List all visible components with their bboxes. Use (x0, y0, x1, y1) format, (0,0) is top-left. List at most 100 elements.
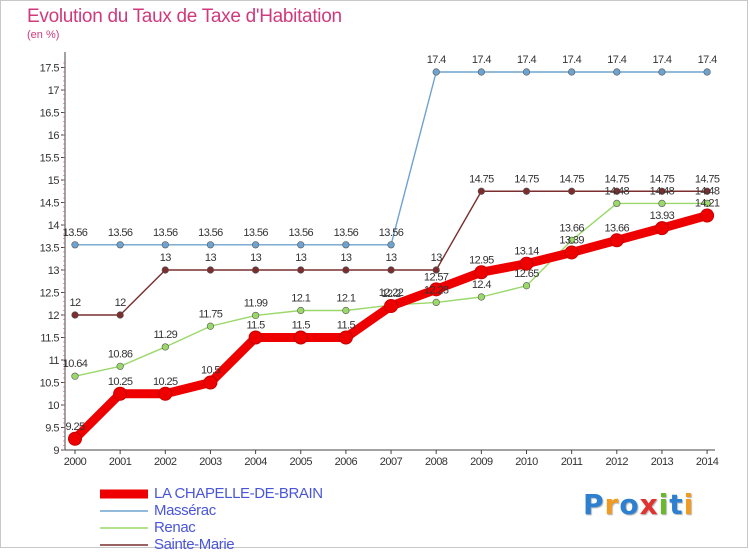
data-point (116, 362, 124, 370)
legend: LA CHAPELLE-DE-BRAIN Massérac Renac Sain… (100, 485, 323, 553)
data-label: 17.4 (517, 54, 536, 66)
logo-letter: r (604, 488, 620, 521)
data-label: 14.75 (514, 173, 539, 185)
data-point (206, 241, 215, 249)
x-tick-label: 2003 (199, 456, 222, 468)
data-label: 17.4 (472, 54, 491, 66)
y-tick-label: 13 (48, 265, 60, 277)
series-line (70, 211, 712, 444)
legend-item: Sainte-Marie (100, 536, 323, 553)
data-point (432, 68, 440, 76)
data-label: 17.4 (427, 54, 446, 66)
data-label: 10.64 (63, 358, 88, 370)
data-label: 13 (340, 252, 352, 264)
data-point (248, 330, 263, 345)
data-label: 13.93 (650, 210, 675, 222)
data-label: 13 (386, 252, 398, 264)
data-label: 13 (295, 252, 307, 264)
data-label: 12 (115, 297, 127, 309)
data-point (161, 266, 169, 274)
data-point (519, 256, 534, 271)
data-label: 12.4 (472, 279, 491, 291)
data-label: 11.5 (246, 320, 265, 332)
data-point (703, 68, 711, 76)
y-tick-label: 17 (48, 85, 60, 97)
data-label: 10.5 (201, 365, 220, 377)
data-label: 11.75 (199, 308, 223, 320)
data-label: 14.21 (695, 198, 720, 210)
legend-item: Renac (100, 519, 323, 536)
data-point (161, 241, 169, 249)
data-label: 13.56 (198, 227, 223, 239)
data-point (158, 386, 173, 401)
legend-label: Renac (154, 519, 196, 536)
data-label: 13.56 (379, 227, 404, 239)
data-point (387, 241, 395, 249)
data-label: 13 (431, 252, 443, 264)
data-point (71, 372, 79, 380)
y-tick-label: 17.5 (40, 63, 60, 75)
data-label: 11.29 (153, 329, 177, 341)
data-label: 13.56 (108, 227, 133, 239)
y-tick-label: 14 (48, 220, 60, 232)
data-point (161, 343, 169, 351)
data-label: 13 (205, 252, 217, 264)
data-point (658, 68, 666, 76)
data-label: 12.1 (291, 293, 310, 305)
data-point (568, 68, 576, 76)
data-label: 12.65 (514, 268, 539, 280)
data-label: 17.4 (698, 54, 717, 66)
legend-label: LA CHAPELLE-DE-BRAIN (154, 485, 323, 502)
data-point (297, 306, 305, 315)
x-tick-label: 2008 (425, 456, 448, 468)
y-tick-label: 10 (48, 400, 60, 412)
x-tick-label: 2007 (380, 456, 403, 468)
data-point (609, 233, 624, 248)
logo-letter: x (639, 488, 659, 521)
data-label: 13.66 (559, 222, 584, 234)
data-point (384, 299, 399, 313)
data-point (252, 241, 260, 249)
y-tick-label: 15.5 (40, 153, 60, 165)
y-tick-label: 16 (48, 130, 60, 142)
data-label: 13 (160, 252, 172, 264)
data-point (474, 265, 489, 280)
data-label: 13.14 (514, 246, 539, 258)
logo-letter: t (669, 488, 684, 521)
data-point (342, 241, 350, 249)
data-point (113, 386, 128, 401)
data-point (522, 187, 531, 195)
x-tick-label: 2002 (154, 456, 177, 468)
data-label: 13.56 (334, 227, 359, 239)
logo-letter: i (658, 488, 670, 521)
data-point (297, 266, 305, 274)
data-point (522, 282, 531, 290)
data-label: 12.2 (382, 288, 401, 300)
legend-label: Sainte-Marie (154, 536, 235, 553)
proxiti-logo: Proxiti (583, 488, 694, 521)
logo-letter: i (683, 488, 695, 521)
data-point (252, 266, 260, 274)
data-label: 14.75 (559, 173, 584, 185)
series-line (74, 71, 708, 246)
data-label: 12.95 (469, 254, 494, 266)
data-label: 14.75 (469, 173, 494, 185)
data-label: 10.86 (108, 348, 133, 360)
data-label: 17.4 (652, 54, 671, 66)
data-label: 14.48 (695, 185, 720, 197)
logo-letter: P (583, 488, 605, 521)
x-tick-label: 2011 (561, 456, 583, 468)
data-label: 9.25 (65, 421, 84, 433)
data-point (71, 311, 79, 319)
data-point (342, 266, 350, 274)
data-point (703, 199, 711, 207)
data-label: 13.56 (63, 227, 88, 239)
data-point (116, 311, 124, 319)
data-point (613, 199, 621, 207)
data-label: 12 (69, 297, 81, 309)
data-point (71, 241, 79, 249)
x-tick-label: 2013 (651, 456, 674, 468)
data-point (432, 298, 440, 307)
